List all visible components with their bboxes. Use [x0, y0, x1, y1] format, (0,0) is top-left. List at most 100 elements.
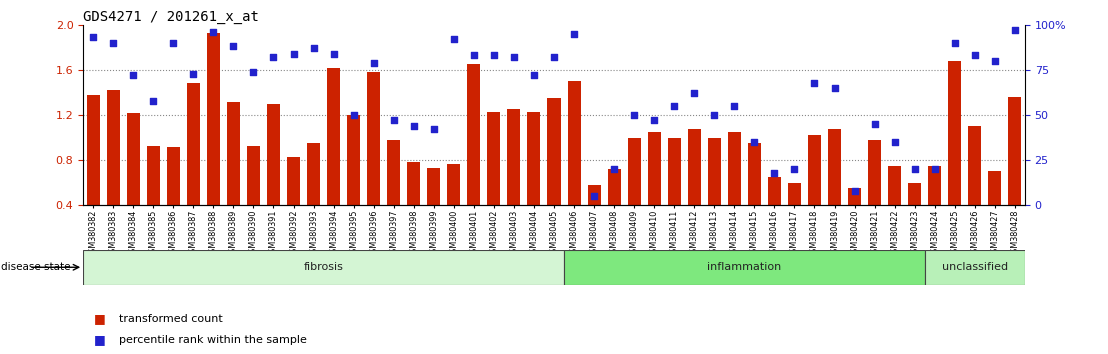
Bar [889, 166, 901, 251]
Bar [708, 138, 721, 251]
Point [966, 53, 984, 58]
Point [766, 170, 783, 176]
Bar [768, 177, 781, 251]
Point [404, 123, 422, 129]
Bar [925, 250, 1025, 285]
Bar [668, 138, 680, 251]
Point [825, 85, 843, 91]
Bar [648, 132, 660, 251]
Bar [527, 112, 541, 251]
Bar [86, 95, 100, 251]
Point [625, 112, 643, 118]
Bar [448, 164, 460, 251]
Point [525, 73, 543, 78]
Bar [587, 185, 601, 251]
Text: percentile rank within the sample: percentile rank within the sample [119, 335, 307, 345]
Bar [227, 102, 240, 251]
Point [545, 55, 563, 60]
Bar [929, 166, 941, 251]
Bar [564, 250, 925, 285]
Point [786, 166, 803, 172]
Bar [247, 145, 260, 251]
Point [505, 55, 523, 60]
Point [645, 118, 663, 123]
Bar [728, 132, 741, 251]
Bar [1008, 97, 1022, 251]
Point [686, 91, 704, 96]
Point [285, 51, 302, 57]
Bar [808, 135, 821, 251]
Point [565, 31, 583, 37]
Point [726, 103, 743, 109]
Point [906, 166, 924, 172]
Bar [307, 143, 320, 251]
Point [245, 69, 263, 75]
Bar [327, 68, 340, 251]
Point [164, 40, 182, 46]
Point [205, 29, 223, 35]
Point [144, 98, 162, 103]
Text: GDS4271 / 201261_x_at: GDS4271 / 201261_x_at [83, 10, 259, 24]
Bar [828, 129, 841, 251]
Point [445, 36, 463, 42]
Bar [287, 157, 300, 251]
Text: ■: ■ [94, 312, 106, 325]
Point [104, 40, 122, 46]
Text: disease state: disease state [1, 262, 71, 272]
Point [365, 60, 382, 65]
Bar [187, 84, 199, 251]
Point [424, 127, 442, 132]
Point [84, 35, 102, 40]
Point [706, 112, 724, 118]
Bar [968, 126, 982, 251]
Bar [83, 250, 564, 285]
Bar [408, 162, 420, 251]
Bar [607, 169, 620, 251]
Point [305, 45, 322, 51]
Point [865, 121, 883, 127]
Point [746, 139, 763, 145]
Point [986, 58, 1004, 64]
Point [885, 139, 903, 145]
Bar [106, 90, 120, 251]
Bar [267, 104, 280, 251]
Point [384, 118, 402, 123]
Point [946, 40, 964, 46]
Bar [688, 129, 700, 251]
Text: inflammation: inflammation [707, 262, 781, 272]
Bar [988, 171, 1002, 251]
Point [485, 53, 503, 58]
Bar [207, 33, 219, 251]
Point [1006, 27, 1024, 33]
Bar [567, 81, 581, 251]
Point [124, 73, 142, 78]
Bar [788, 183, 801, 251]
Text: ■: ■ [94, 333, 106, 346]
Point [806, 80, 823, 85]
Bar [347, 115, 360, 251]
Bar [507, 109, 521, 251]
Point [666, 103, 684, 109]
Text: unclassified: unclassified [942, 262, 1008, 272]
Bar [367, 72, 380, 251]
Point [465, 53, 483, 58]
Point [845, 188, 863, 194]
Point [605, 166, 623, 172]
Bar [748, 143, 761, 251]
Bar [468, 64, 481, 251]
Point [345, 112, 362, 118]
Bar [547, 98, 561, 251]
Bar [627, 138, 640, 251]
Text: transformed count: transformed count [119, 314, 223, 324]
Bar [146, 145, 160, 251]
Text: fibrosis: fibrosis [304, 262, 343, 272]
Point [184, 71, 202, 76]
Point [585, 193, 603, 199]
Bar [848, 188, 861, 251]
Point [926, 166, 944, 172]
Bar [387, 140, 400, 251]
Bar [909, 183, 921, 251]
Bar [868, 140, 881, 251]
Point [265, 55, 283, 60]
Point [325, 51, 342, 57]
